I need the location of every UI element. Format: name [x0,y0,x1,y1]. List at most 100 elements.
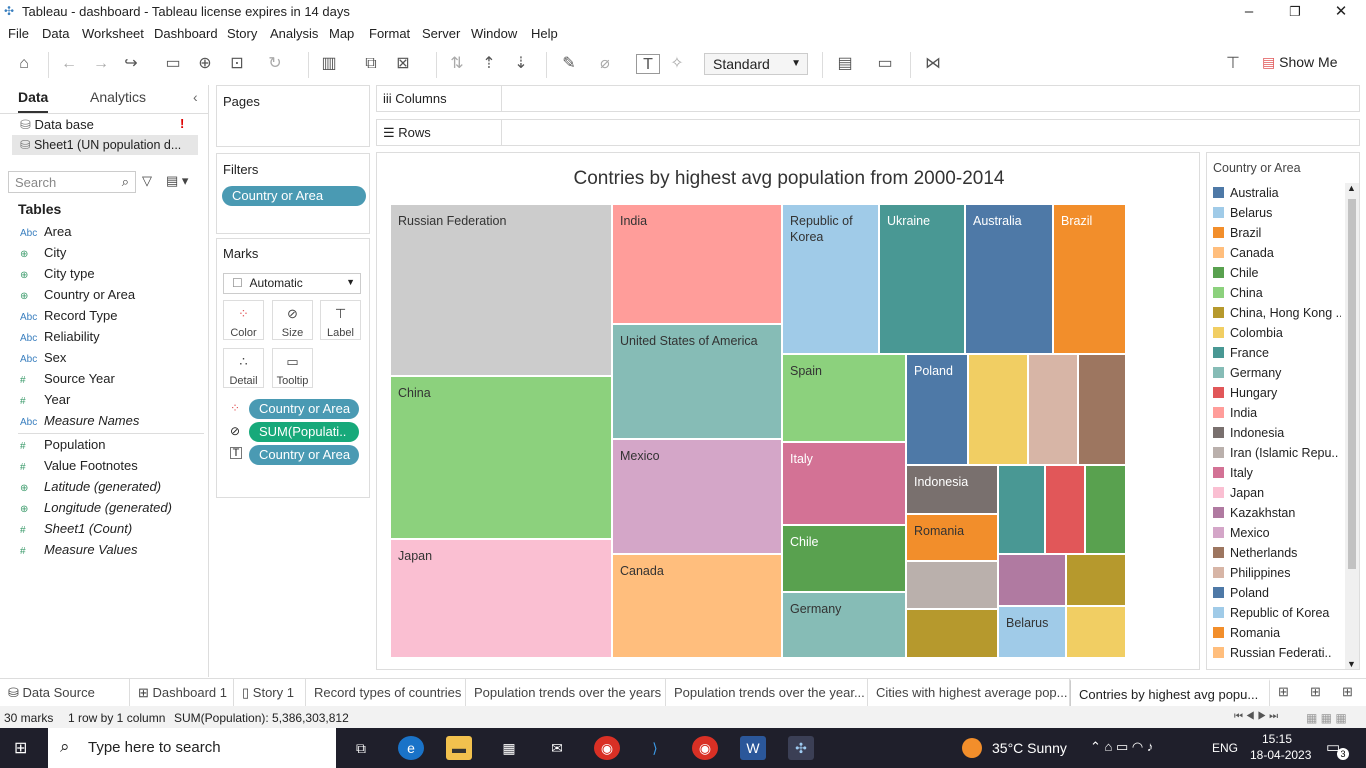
mark-type-dropdown[interactable]: ☐ Automatic ▼ [223,273,361,294]
datasource-item-selected[interactable]: ⛁ Sheet1 (UN population d... [12,135,198,155]
tab-population-trends[interactable]: Population trends over the years [466,679,666,707]
show-cards-icon[interactable]: ▤ [837,55,853,72]
notification-icon[interactable]: ▭ [1326,739,1341,756]
legend-item[interactable]: Belarus [1213,206,1341,224]
taskbar-search[interactable]: ⌕ Type here to search [48,728,336,768]
field-item[interactable]: ⊕ Latitude (generated) [20,479,161,497]
home-icon[interactable]: ⌂ [19,55,29,72]
menu-analysis[interactable]: Analysis [270,26,319,41]
legend-item[interactable]: Germany [1213,366,1341,384]
tray-icons[interactable]: ⌃ ⌂ ▭ ◠ ♪ [1090,739,1154,754]
legend-item[interactable]: Chile [1213,266,1341,284]
treemap-cell[interactable]: United States of America [612,324,782,439]
treemap-cell[interactable]: Indonesia [906,465,998,514]
label-button[interactable]: ⊤ Label [320,300,361,340]
new-worksheet-icon[interactable]: ⊞ [1278,684,1289,699]
field-item[interactable]: # Measure Values [20,542,137,560]
menu-data[interactable]: Data [42,26,70,41]
tab-analytics[interactable]: Analytics [90,89,147,105]
windows-start-icon[interactable]: ⊞ [14,740,28,757]
view-mode-icons[interactable]: ▦ ▦ ▦ [1306,711,1347,725]
legend-item[interactable]: Colombia [1213,326,1341,344]
sort-ascending-icon[interactable]: ⇡ [482,55,496,72]
treemap-cell[interactable] [1028,354,1078,465]
menu-story[interactable]: Story [227,26,258,41]
file-explorer-icon[interactable]: ▬ [446,736,472,760]
treemap-cell[interactable]: Ukraine [879,204,965,354]
color-pill[interactable]: Country or Area [249,399,359,419]
tab-dashboard-1[interactable]: ⊞ Dashboard 1 [130,679,234,707]
treemap-cell[interactable]: Spain [782,354,906,442]
field-item[interactable]: # Source Year [20,371,115,389]
treemap-cell[interactable]: Australia [965,204,1053,354]
treemap-cell[interactable]: Italy [782,442,906,525]
swap-icon[interactable]: ⇅ [450,55,464,72]
field-item[interactable]: # Value Footnotes [20,458,138,476]
treemap-cell[interactable]: China [390,376,612,539]
presentation-icon[interactable]: ▭ [877,55,893,72]
show-me-button[interactable]: ▤ Show Me [1262,54,1337,71]
size-pill[interactable]: SUM(Populati.. [249,422,359,442]
sort-descending-icon[interactable]: ⇣ [514,55,528,72]
legend-item[interactable]: Canada [1213,246,1341,264]
detail-button[interactable]: ∴ Detail [223,348,264,388]
view-options-icon[interactable]: ▤ ▾ [166,173,189,188]
fit-dropdown[interactable]: Standard ▼ [704,53,808,75]
new-dashboard-icon[interactable]: ⊞ [1310,684,1321,699]
legend-item[interactable]: Netherlands [1213,546,1341,564]
menu-format[interactable]: Format [369,26,411,41]
treemap-cell[interactable] [906,609,998,658]
legend-item[interactable]: Japan [1213,486,1341,504]
task-view-icon[interactable]: ⧉ [356,740,366,756]
chrome-icon[interactable]: ◉ [594,736,620,760]
menu-server[interactable]: Server [422,26,461,41]
legend-item[interactable]: Australia [1213,186,1341,204]
color-button[interactable]: ⁘ Color [223,300,264,340]
menu-map[interactable]: Map [329,26,355,41]
treemap-cell[interactable] [1078,354,1126,465]
size-button[interactable]: ⊘ Size [272,300,313,340]
legend-item[interactable]: Indonesia [1213,426,1341,444]
columns-shelf[interactable]: iii Columns [376,85,1360,112]
legend-item[interactable]: France [1213,346,1341,364]
redo-icon[interactable]: → [93,55,109,72]
field-item[interactable]: Abc Area [20,224,71,242]
sheet-nav-icons[interactable]: ⏮ ◀ ▶ ⏭ [1234,711,1279,722]
vscode-icon[interactable]: ⟩ [652,740,658,756]
legend-item[interactable]: Philippines [1213,566,1341,584]
field-item[interactable]: ⊕ City type [20,266,95,284]
restore-button[interactable]: ❐ [1289,4,1301,19]
clear-sheet-icon[interactable]: ⊠ [396,55,410,72]
treemap-cell[interactable] [998,554,1066,606]
replay-icon[interactable]: ↪ [124,55,138,72]
share-icon[interactable]: ⋈ [925,55,941,72]
close-button[interactable]: ✕ [1334,3,1348,20]
store-icon[interactable]: ▦ [502,740,516,756]
treemap-cell[interactable] [1045,465,1085,554]
tab-cities-highest[interactable]: Cities with highest average pop... [868,679,1070,707]
treemap-cell[interactable] [968,354,1028,465]
field-item[interactable]: ⊕ Country or Area [20,287,135,305]
tableau-app-icon[interactable]: ✣ [788,736,814,760]
edge-icon[interactable]: e [398,736,424,760]
chrome-icon-2[interactable]: ◉ [692,736,718,760]
legend-item[interactable]: China, Hong Kong .. [1213,306,1341,324]
treemap-cell[interactable]: Japan [390,539,612,658]
undo-icon[interactable]: ← [61,55,77,72]
menu-window[interactable]: Window [471,26,518,41]
legend-item[interactable]: Brazil [1213,226,1341,244]
legend-item[interactable]: India [1213,406,1341,424]
field-item[interactable]: ⊕ Longitude (generated) [20,500,172,518]
filter-icon[interactable]: ▽ [142,173,152,188]
scroll-up-icon[interactable]: ▲ [1347,183,1356,193]
treemap-cell[interactable]: Germany [782,592,906,658]
treemap-cell[interactable] [1085,465,1126,554]
field-item[interactable]: # Population [20,437,105,455]
new-worksheet-icon[interactable]: ▥ [321,55,337,72]
menu-worksheet[interactable]: Worksheet [82,26,144,41]
legend-scroll-thumb[interactable] [1348,199,1356,569]
field-item[interactable]: Abc Sex [20,350,66,368]
rows-shelf[interactable]: ☰ Rows [376,119,1360,146]
duplicate-icon[interactable]: ⧉ [365,55,377,72]
tab-data-source[interactable]: ⛁ Data Source [0,679,130,707]
